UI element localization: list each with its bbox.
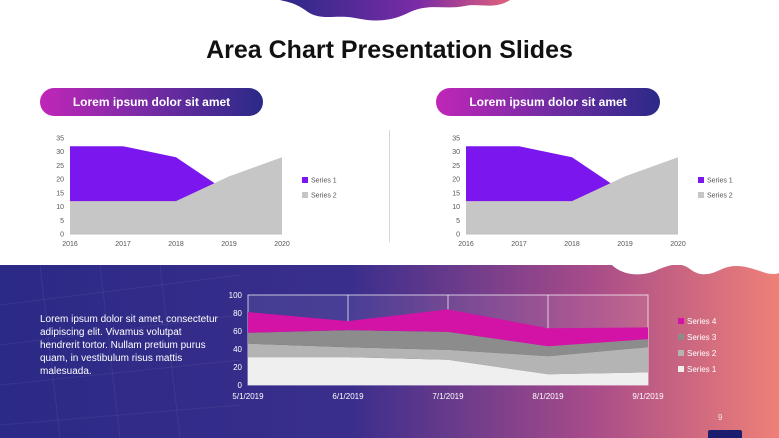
stacked-y-tick: 80 [233,309,242,318]
chart-left-legend-label: Series 1 [311,178,337,185]
stacked-y-tick: 0 [238,381,243,390]
chart-left-legend-swatch [302,192,308,198]
description-text: Lorem ipsum dolor sit amet, consectetur … [40,314,218,377]
page-title: Area Chart Presentation Slides [206,36,573,64]
stacked-x-tick: 9/1/2019 [632,392,664,401]
stacked-legend-swatch [678,350,684,356]
chart-left-legend-label: Series 2 [311,193,337,200]
divider [389,130,390,242]
stacked-y-tick: 40 [233,345,242,354]
stacked-legend-label: Series 1 [687,365,717,374]
stacked-x-tick: 7/1/2019 [432,392,464,401]
chart-left-y-tick: 0 [60,232,64,239]
chart-right-x-tick: 2018 [564,241,580,248]
chart-right-area-2 [466,157,678,234]
stacked-y-tick: 20 [233,363,242,372]
stacked-x-tick: 5/1/2019 [232,392,264,401]
stacked-y-tick: 60 [233,327,242,336]
corner-tab-decoration [708,430,742,438]
chart-left-x-tick: 2017 [115,241,131,248]
stacked-area-chart: 0 20 40 60 80 100 5/1/2019 6/1/2019 7/1/2019 8/1/… [229,291,717,401]
chart-left-y-tick: 15 [56,190,64,197]
chart-left-y-tick: 35 [56,136,64,143]
chart-right-y-tick: 10 [452,204,460,211]
chart-right-x-tick: 2020 [670,241,686,248]
chart-left-y-tick: 10 [56,204,64,211]
stacked-x-tick: 6/1/2019 [332,392,364,401]
area-chart-left: 0 5 10 15 20 25 30 35 2016 2017 2018 2019 2020 Series… [56,136,337,249]
chart-left-legend-swatch [302,177,308,183]
chart-left-y-tick: 5 [60,218,64,225]
chart-right-legend-label: Series 1 [707,178,733,185]
chart-right-y-tick: 35 [452,136,460,143]
chart-right-legend-swatch [698,177,704,183]
top-wave-decoration [280,0,510,21]
chart-right-y-tick: 5 [456,218,460,225]
chart-right-legend-label: Series 2 [707,193,733,200]
stacked-legend-label: Series 2 [687,349,717,358]
chart-right-y-tick: 20 [452,177,460,184]
stacked-y-tick: 100 [229,291,243,300]
chart-right-legend-swatch [698,192,704,198]
stacked-area-series-1 [248,357,648,385]
stacked-legend-label: Series 4 [687,317,717,326]
chart-right-y-tick: 15 [452,190,460,197]
stacked-x-tick: 8/1/2019 [532,392,564,401]
page-number: 9 [718,413,723,422]
stacked-legend-label: Series 3 [687,333,717,342]
chart-left-x-tick: 2016 [62,241,78,248]
stacked-area-series-4 [248,309,648,347]
pill-label-right-text: Lorem ipsum dolor sit amet [469,95,627,109]
chart-left-x-tick: 2018 [168,241,184,248]
pill-label-left-text: Lorem ipsum dolor sit amet [72,95,231,109]
chart-right-x-tick: 2019 [617,241,633,248]
area-chart-right: 0 5 10 15 20 25 30 35 2016 2017 2018 2019 2020 Series… [452,136,733,249]
stacked-legend-swatch [678,366,684,372]
chart-left-y-tick: 30 [56,149,64,156]
chart-left-y-tick: 25 [56,163,64,170]
stacked-legend-swatch [678,318,684,324]
stacked-legend-swatch [678,334,684,340]
chart-right-y-tick: 25 [452,163,460,170]
pill-label-left: Lorem ipsum dolor sit amet [40,88,263,116]
pill-label-right: Lorem ipsum dolor sit amet [436,88,660,116]
chart-left-x-tick: 2019 [221,241,237,248]
chart-left-y-tick: 20 [56,177,64,184]
chart-left-x-tick: 2020 [274,241,290,248]
chart-left-area-2 [70,157,282,234]
stacked-area-series-3 [248,330,648,357]
chart-right-x-tick: 2016 [458,241,474,248]
chart-right-y-tick: 30 [452,149,460,156]
stacked-area-series-2 [248,343,648,375]
chart-right-y-tick: 0 [456,232,460,239]
chart-right-x-tick: 2017 [511,241,527,248]
